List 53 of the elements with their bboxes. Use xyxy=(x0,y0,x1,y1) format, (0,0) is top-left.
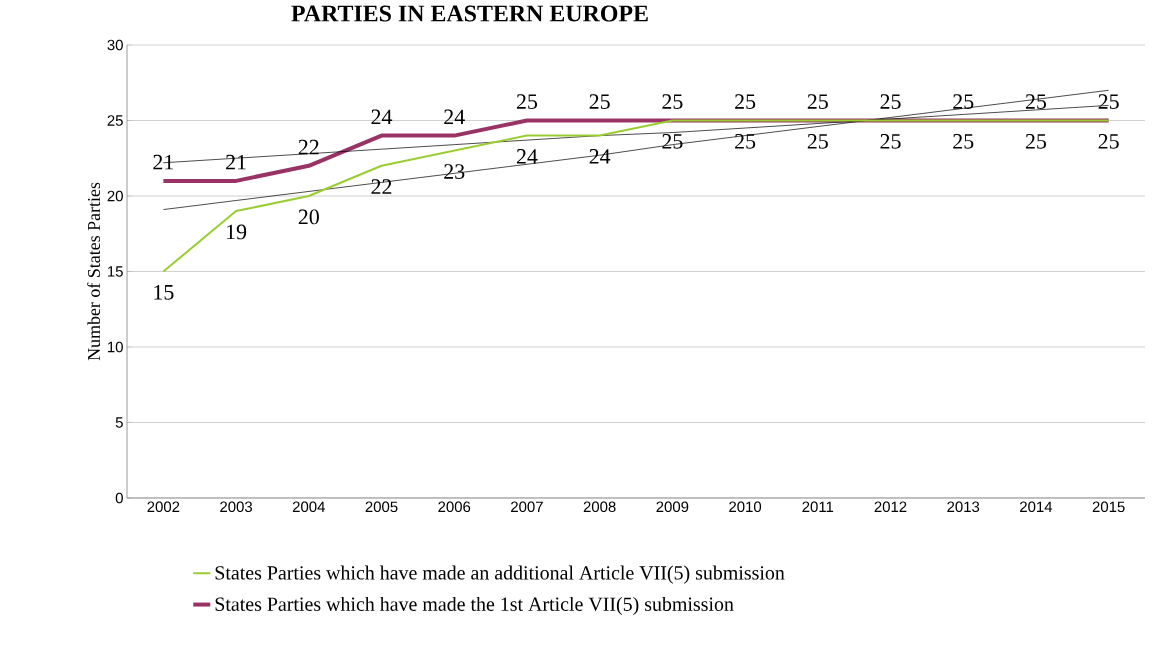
data-label: 22 xyxy=(371,179,392,194)
x-tick-label: 2012 xyxy=(874,501,907,513)
x-tick-label: 2011 xyxy=(802,501,834,513)
legend-label: States Parties which have made an additional Article VII(5) submission xyxy=(215,565,785,584)
data-label: 25 xyxy=(953,94,974,109)
x-tick-label: 2015 xyxy=(1092,501,1125,513)
chart-title: PARTIES IN EASTERN EUROPE xyxy=(291,5,648,22)
y-tick-label: 30 xyxy=(107,39,123,51)
data-label: 19 xyxy=(227,224,247,240)
data-label: 25 xyxy=(1025,94,1047,109)
data-label: 24 xyxy=(371,109,393,125)
data-label: 25 xyxy=(1098,134,1119,149)
data-label: 25 xyxy=(662,134,683,149)
x-tick-label: 2007 xyxy=(511,501,543,513)
y-tick-label: 10 xyxy=(108,341,123,353)
x-tick-label: 2003 xyxy=(220,501,253,513)
x-tick-label: 2002 xyxy=(147,501,180,513)
x-tick-label: 2004 xyxy=(292,501,325,513)
data-label: 25 xyxy=(735,134,756,149)
x-tick-label: 2008 xyxy=(583,501,616,513)
data-label: 25 xyxy=(807,134,828,149)
data-label: 25 xyxy=(953,134,974,149)
data-label: 20 xyxy=(298,209,319,225)
x-tick-label: 2013 xyxy=(947,501,980,513)
y-tick-label: 0 xyxy=(115,492,123,504)
data-label: 24 xyxy=(516,149,538,164)
data-label: 25 xyxy=(516,94,538,109)
y-tick-label: 15 xyxy=(108,266,123,277)
data-label: 25 xyxy=(735,94,756,109)
data-label: 25 xyxy=(880,94,901,109)
data-label: 24 xyxy=(589,149,611,164)
data-label: 22 xyxy=(298,139,319,155)
data-label: 25 xyxy=(589,94,610,109)
data-label: 25 xyxy=(880,134,901,149)
y-tick-label: 5 xyxy=(115,417,123,428)
data-label: 25 xyxy=(807,94,828,109)
x-tick-label: 2009 xyxy=(656,501,689,513)
data-label: 15 xyxy=(154,285,174,300)
x-tick-label: 2005 xyxy=(365,501,398,513)
x-tick-label: 2006 xyxy=(438,501,471,513)
data-label: 24 xyxy=(444,109,465,125)
x-tick-label: 2014 xyxy=(1020,501,1053,513)
data-label: 25 xyxy=(662,94,683,109)
data-label: 25 xyxy=(1025,134,1047,149)
data-label: 21 xyxy=(153,154,174,170)
legend-label: States Parties which have made the 1st Article VII(5) submission xyxy=(215,596,734,615)
y-tick-label: 25 xyxy=(107,115,123,126)
y-tick-label: 20 xyxy=(107,190,123,202)
y-axis-title: Number of States Parties xyxy=(87,182,101,361)
data-label: 23 xyxy=(444,164,465,179)
data-label: 21 xyxy=(226,154,246,170)
x-tick-label: 2010 xyxy=(729,501,762,513)
data-label: 25 xyxy=(1098,94,1119,109)
